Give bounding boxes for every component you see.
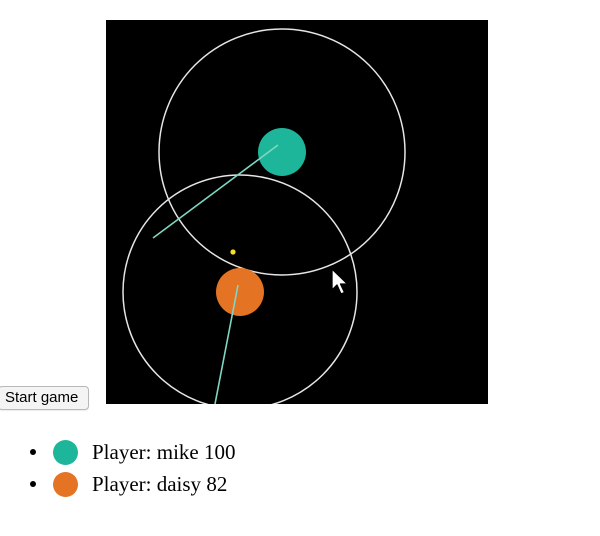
player-label: Player:: [92, 471, 152, 496]
game-scene: [122, 28, 406, 404]
player-list: Player: mike 100 Player: daisy 82: [30, 436, 235, 500]
player-1-range-ring: [158, 28, 406, 276]
player-list-item: Player: mike 100: [30, 436, 235, 468]
player-2-body: [216, 268, 264, 316]
player-name: mike: [156, 439, 199, 464]
player-score: 100: [203, 439, 236, 464]
player-score: 82: [206, 471, 228, 496]
player-color-dot: [53, 439, 78, 465]
player-2-aim-line: [214, 284, 239, 404]
game-canvas[interactable]: [106, 20, 488, 404]
start-game-button[interactable]: Start game: [0, 386, 90, 410]
player-list-item: Player: daisy 82: [30, 468, 235, 500]
food-pellet: [230, 249, 236, 255]
player-1-body: [258, 128, 306, 176]
player-2-range-ring: [122, 174, 358, 404]
player-label: Player:: [92, 439, 152, 464]
arrow-pointer-icon: [331, 268, 349, 295]
player-color-dot: [53, 471, 78, 497]
player-name: daisy: [156, 471, 202, 496]
list-bullet: [30, 449, 36, 455]
list-bullet: [30, 481, 36, 487]
player-1-aim-line: [152, 144, 279, 239]
